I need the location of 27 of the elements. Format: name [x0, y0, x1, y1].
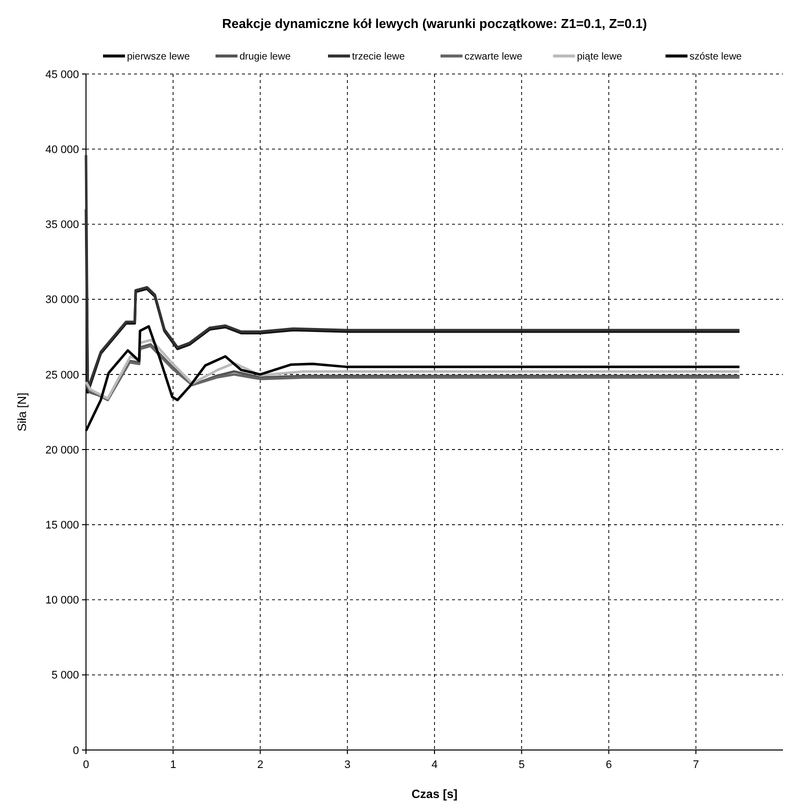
x-tick-label: 3: [344, 759, 350, 771]
x-axis-title: Czas [s]: [411, 787, 458, 801]
x-tick-label: 5: [518, 759, 525, 771]
legend-label: szóste lewe: [690, 52, 742, 62]
y-tick-label: 20 000: [45, 444, 79, 456]
y-axis-title: Siła [N]: [15, 392, 29, 432]
x-tick-label: 1: [170, 759, 176, 771]
x-tick-label: 0: [82, 759, 90, 771]
y-tick-label: 15 000: [45, 520, 79, 532]
x-tick-label: 4: [431, 759, 438, 771]
y-tick-label: 40 000: [45, 144, 79, 156]
x-tick-label: 6: [606, 759, 612, 771]
y-tick-label: 35 000: [45, 219, 79, 232]
y-tick-label: 30 000: [45, 294, 79, 306]
chart-title: Reakcje dynamiczne kół lewych (warunki początkowe: Z1=0.1, Z=0.1): [222, 16, 647, 31]
legend-label: drugie lewe: [240, 52, 292, 62]
y-tick-label: 0: [72, 744, 79, 757]
y-tick-label: 5 000: [51, 670, 79, 682]
x-tick-label: 7: [692, 759, 699, 771]
y-tick-label: 45 000: [45, 68, 79, 81]
x-tick-label: 2: [257, 759, 264, 771]
legend-label: pierwsze lewe: [127, 52, 190, 62]
y-tick-label: 10 000: [45, 594, 79, 607]
y-tick-label: 25 000: [45, 369, 79, 382]
legend-label: czwarte lewe: [464, 52, 523, 62]
legend-label: piąte lewe: [577, 52, 622, 62]
legend-label: trzecie lewe: [352, 52, 406, 62]
